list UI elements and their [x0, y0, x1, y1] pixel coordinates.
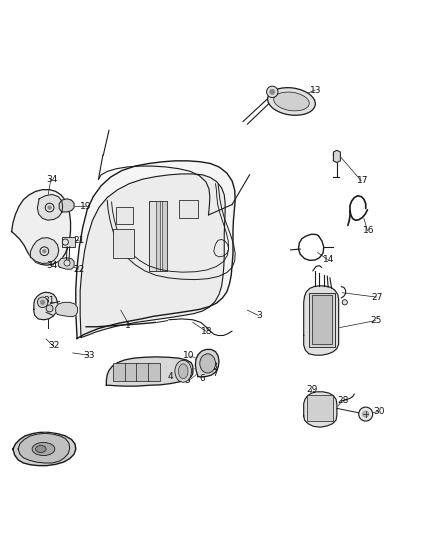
- Text: 31: 31: [43, 296, 54, 305]
- Ellipse shape: [268, 87, 315, 115]
- Circle shape: [62, 239, 68, 245]
- Text: 34: 34: [46, 175, 57, 184]
- Polygon shape: [304, 286, 339, 355]
- Text: 18: 18: [201, 327, 212, 336]
- Ellipse shape: [274, 92, 309, 111]
- Polygon shape: [56, 302, 78, 317]
- Bar: [162, 201, 166, 271]
- Circle shape: [342, 300, 347, 305]
- Text: 32: 32: [48, 342, 60, 351]
- Bar: [113, 229, 134, 258]
- Text: 16: 16: [363, 226, 374, 235]
- Ellipse shape: [178, 364, 188, 379]
- Polygon shape: [80, 174, 225, 337]
- Bar: [179, 200, 198, 219]
- Polygon shape: [30, 238, 59, 263]
- Text: 29: 29: [307, 385, 318, 394]
- Ellipse shape: [35, 446, 46, 453]
- Polygon shape: [12, 190, 71, 265]
- Circle shape: [40, 300, 45, 304]
- Text: 12: 12: [46, 448, 57, 457]
- Text: 28: 28: [337, 397, 349, 406]
- Text: 7: 7: [212, 368, 218, 377]
- Polygon shape: [37, 195, 63, 220]
- Text: 13: 13: [310, 86, 321, 95]
- Circle shape: [37, 297, 48, 308]
- Ellipse shape: [32, 442, 55, 456]
- Text: 14: 14: [322, 255, 334, 264]
- Polygon shape: [304, 392, 337, 427]
- Bar: [148, 364, 160, 381]
- Bar: [307, 395, 332, 422]
- Text: 3: 3: [256, 311, 262, 320]
- Circle shape: [270, 89, 275, 94]
- Circle shape: [64, 260, 70, 266]
- Circle shape: [363, 411, 369, 417]
- Text: 25: 25: [371, 316, 382, 325]
- Bar: [113, 364, 126, 381]
- Polygon shape: [59, 199, 74, 212]
- Text: 10: 10: [183, 351, 194, 360]
- Polygon shape: [18, 433, 70, 463]
- Polygon shape: [34, 292, 57, 320]
- Polygon shape: [76, 161, 235, 338]
- Text: 33: 33: [83, 351, 95, 360]
- Text: 1: 1: [125, 321, 131, 330]
- Text: 21: 21: [74, 236, 85, 245]
- Circle shape: [40, 247, 49, 256]
- Text: 9: 9: [201, 356, 207, 365]
- Text: 27: 27: [371, 293, 383, 302]
- Text: 5: 5: [184, 376, 190, 385]
- Polygon shape: [13, 432, 76, 466]
- Polygon shape: [195, 350, 219, 377]
- Polygon shape: [106, 357, 193, 386]
- Bar: [137, 364, 149, 381]
- Text: 26: 26: [309, 296, 321, 305]
- Polygon shape: [58, 258, 74, 269]
- Ellipse shape: [200, 354, 215, 373]
- Bar: [62, 237, 75, 247]
- Bar: [125, 364, 137, 381]
- Text: 30: 30: [374, 407, 385, 416]
- Circle shape: [45, 203, 54, 212]
- Bar: [309, 293, 335, 348]
- Polygon shape: [333, 150, 340, 163]
- Circle shape: [48, 206, 51, 209]
- Circle shape: [267, 86, 278, 98]
- Circle shape: [359, 407, 373, 421]
- Text: 17: 17: [357, 176, 368, 185]
- Bar: [155, 201, 160, 271]
- Ellipse shape: [175, 360, 191, 382]
- Circle shape: [46, 305, 53, 312]
- Text: 19: 19: [80, 202, 91, 211]
- Text: 34: 34: [46, 261, 57, 270]
- Text: 4: 4: [167, 372, 173, 381]
- Text: 6: 6: [200, 374, 205, 383]
- Bar: [117, 207, 133, 224]
- Bar: [149, 201, 166, 271]
- Text: 11: 11: [122, 373, 134, 382]
- Bar: [312, 295, 332, 344]
- Text: 8: 8: [212, 362, 218, 371]
- Circle shape: [42, 249, 46, 253]
- Text: 22: 22: [74, 264, 85, 273]
